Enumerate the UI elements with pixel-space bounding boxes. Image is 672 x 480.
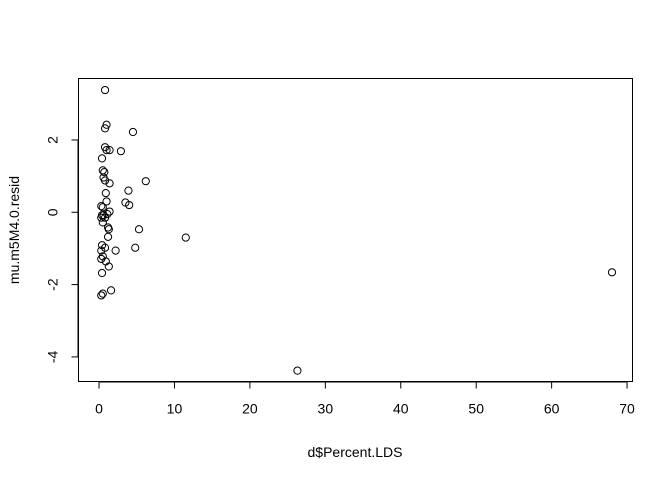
data-point (102, 120, 111, 129)
data-point (105, 145, 114, 155)
data-point (97, 268, 107, 278)
data-point (98, 218, 107, 227)
data-point (97, 213, 106, 222)
data-point (111, 246, 120, 255)
x-tick-label: 70 (619, 401, 635, 417)
x-tick-label: 50 (468, 401, 484, 417)
x-tick-label: 40 (393, 401, 409, 417)
data-point (97, 246, 106, 255)
data-point (106, 286, 116, 295)
data-point (100, 176, 110, 185)
plot-frame (78, 78, 633, 382)
data-point (131, 243, 140, 252)
x-tick-label: 10 (167, 401, 183, 417)
data-point (102, 145, 111, 155)
data-point (105, 207, 114, 216)
data-point (128, 127, 138, 137)
data-point (97, 291, 106, 300)
y-tick-label: 2 (45, 136, 61, 144)
data-point (124, 186, 133, 195)
data-point (105, 179, 114, 188)
data-point (100, 124, 110, 133)
data-point (181, 233, 190, 242)
y-tick-label: -2 (45, 278, 61, 291)
data-point (97, 254, 106, 264)
data-point (100, 168, 109, 177)
data-point (98, 289, 107, 298)
data-point (293, 366, 302, 375)
x-axis-label: d$Percent.LDS (308, 444, 403, 460)
data-points (97, 85, 617, 375)
data-point (100, 85, 110, 95)
data-point (103, 232, 113, 241)
data-point (607, 268, 617, 277)
y-tick-label: 0 (45, 208, 61, 216)
y-axis-label: mu.m5M4.0.resid (6, 176, 22, 284)
data-point (97, 154, 107, 163)
y-tick-label: -4 (45, 350, 61, 363)
data-point (102, 197, 111, 206)
x-tick-label: 20 (242, 401, 258, 417)
data-point (141, 177, 150, 186)
data-point (116, 147, 125, 156)
x-tick-label: 0 (95, 401, 103, 417)
data-point (125, 200, 134, 210)
x-axis: 0 10 20 30 40 50 60 70 (95, 381, 635, 417)
data-point (101, 189, 110, 198)
y-axis: -4 -2 0 2 (45, 136, 79, 363)
x-tick-label: 60 (544, 401, 560, 417)
x-tick-label: 30 (318, 401, 334, 417)
data-point (104, 262, 113, 271)
data-point (100, 213, 110, 222)
data-point (134, 225, 144, 234)
data-point (97, 202, 106, 211)
data-point (98, 203, 107, 212)
